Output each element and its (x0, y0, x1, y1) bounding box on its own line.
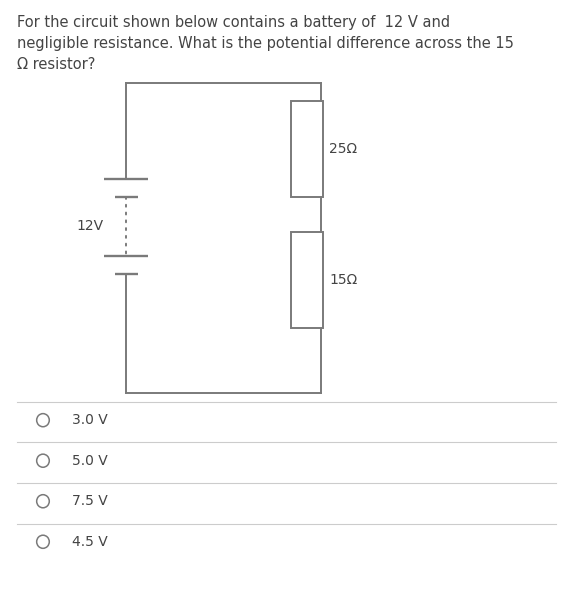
Text: For the circuit shown below contains a battery of  12 V and
negligible resistanc: For the circuit shown below contains a b… (17, 15, 514, 72)
Text: 5.0 V: 5.0 V (72, 454, 107, 468)
Text: 3.0 V: 3.0 V (72, 413, 107, 427)
Text: 4.5 V: 4.5 V (72, 535, 107, 549)
Text: 7.5 V: 7.5 V (72, 494, 107, 508)
Text: 12V: 12V (76, 219, 103, 234)
Text: 15Ω: 15Ω (329, 273, 358, 287)
Text: 25Ω: 25Ω (329, 142, 358, 156)
Bar (291, 101, 323, 197)
Bar (291, 232, 323, 328)
